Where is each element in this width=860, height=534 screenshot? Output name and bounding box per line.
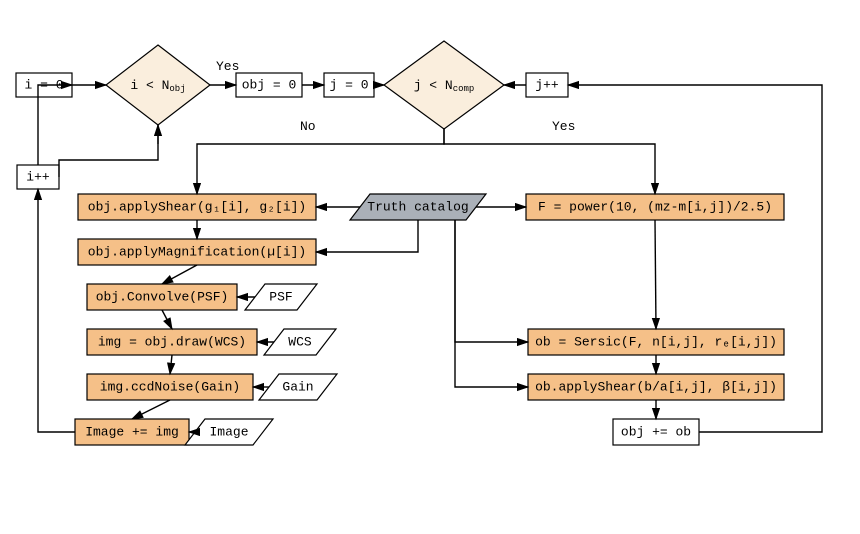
svg-text:img = obj.draw(WCS): img = obj.draw(WCS) <box>98 335 246 350</box>
edge-label: Yes <box>552 119 575 134</box>
svg-text:ob.applyShear(b/a[i,j], β[i,j]: ob.applyShear(b/a[i,j], β[i,j]) <box>535 380 777 395</box>
svg-text:obj.applyMagnification(µ[i]): obj.applyMagnification(µ[i]) <box>88 245 306 260</box>
edge-label: No <box>300 119 316 134</box>
node-ipp: i++ <box>17 165 59 189</box>
edge-mag-conv <box>162 265 197 284</box>
edge-truth-mag <box>316 220 418 252</box>
svg-text:j = 0: j = 0 <box>329 78 368 93</box>
node-image: Image <box>185 419 273 445</box>
node-objadd: obj += ob <box>613 419 699 445</box>
svg-text:img.ccdNoise(Gain): img.ccdNoise(Gain) <box>100 380 240 395</box>
edge-jLtN-Fpow <box>444 129 655 194</box>
edge-noise-imgadd <box>132 400 170 419</box>
svg-text:Gain: Gain <box>282 380 313 395</box>
svg-text:PSF: PSF <box>269 290 292 305</box>
svg-text:i++: i++ <box>26 170 50 185</box>
node-imgadd: Image += img <box>75 419 189 445</box>
flowchart-svg: i = 0i < Nobjobj = 0j = 0j < Ncompj++i++… <box>0 0 860 534</box>
node-jpp: j++ <box>526 73 568 97</box>
svg-text:Image += img: Image += img <box>85 425 179 440</box>
node-sersic: ob = Sersic(F, n[i,j], rₑ[i,j]) <box>528 329 784 355</box>
edge-Fpow-sersic <box>655 220 656 329</box>
svg-text:ob = Sersic(F, n[i,j], rₑ[i,j]: ob = Sersic(F, n[i,j], rₑ[i,j]) <box>535 335 777 350</box>
edge-label: Yes <box>216 59 239 74</box>
node-obj0: obj = 0 <box>236 73 302 97</box>
svg-text:obj = 0: obj = 0 <box>242 78 297 93</box>
svg-text:F = power(10, (mz-m[i,j])/2.5): F = power(10, (mz-m[i,j])/2.5) <box>538 200 772 215</box>
node-iLtN: i < Nobj <box>106 45 210 125</box>
node-shear2: ob.applyShear(b/a[i,j], β[i,j]) <box>528 374 784 400</box>
svg-text:WCS: WCS <box>288 335 312 350</box>
node-noise: img.ccdNoise(Gain) <box>87 374 253 400</box>
svg-text:Truth catalog: Truth catalog <box>367 200 468 215</box>
edge-conv-draw <box>162 310 172 329</box>
node-jLtN: j < Ncomp <box>384 41 504 129</box>
node-j0: j = 0 <box>324 73 374 97</box>
node-psf: PSF <box>245 284 317 310</box>
node-shear1: obj.applyShear(g₁[i], g₂[i]) <box>78 194 316 220</box>
node-draw: img = obj.draw(WCS) <box>87 329 257 355</box>
edge-draw-noise <box>170 355 172 374</box>
node-gain: Gain <box>259 374 337 400</box>
node-truth: Truth catalog <box>350 194 486 220</box>
svg-text:obj.Convolve(PSF): obj.Convolve(PSF) <box>96 290 229 305</box>
edge-ipp-iLtN <box>59 125 158 177</box>
edge-truth-shear2 <box>455 220 528 387</box>
node-wcs: WCS <box>264 329 336 355</box>
node-conv: obj.Convolve(PSF) <box>87 284 237 310</box>
node-mag: obj.applyMagnification(µ[i]) <box>78 239 316 265</box>
svg-text:j++: j++ <box>535 78 559 93</box>
edge-jLtN-shear1 <box>197 129 444 194</box>
edge-imgadd-ipp <box>38 189 75 432</box>
svg-text:Image: Image <box>209 425 248 440</box>
svg-text:obj.applyShear(g₁[i], g₂[i]): obj.applyShear(g₁[i], g₂[i]) <box>88 200 306 215</box>
edge-truth-sersic <box>455 220 528 342</box>
node-Fpow: F = power(10, (mz-m[i,j])/2.5) <box>526 194 784 220</box>
svg-text:obj += ob: obj += ob <box>621 425 691 440</box>
